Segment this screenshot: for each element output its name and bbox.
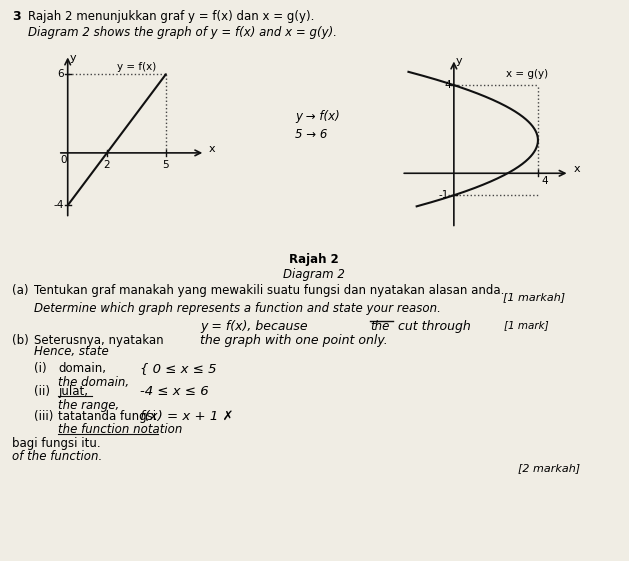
Text: y = f(x): y = f(x) [117,62,156,72]
Text: Tentukan graf manakah yang mewakili suatu fungsi dan nyatakan alasan anda.: Tentukan graf manakah yang mewakili suat… [34,284,504,297]
Text: Rajah 2 menunjukkan graf y = f(x) dan x = g(y).: Rajah 2 menunjukkan graf y = f(x) dan x … [28,10,314,23]
Text: x: x [574,164,581,174]
Text: y = f(x), because: y = f(x), because [200,320,308,333]
Text: 4: 4 [444,80,451,90]
Text: (ii): (ii) [34,385,50,398]
Text: Rajah 2: Rajah 2 [289,253,339,266]
Text: -4: -4 [53,200,64,210]
Text: the function notation: the function notation [58,423,182,436]
Text: x: x [209,144,216,154]
Text: [2 markah]: [2 markah] [518,463,580,473]
Text: Diagram 2: Diagram 2 [283,268,345,281]
Text: (a): (a) [12,284,28,297]
Text: tatatanda fungsi: tatatanda fungsi [58,410,156,422]
Text: [1 mark]: [1 mark] [504,320,548,330]
Text: Seterusnya, nyatakan: Seterusnya, nyatakan [34,334,164,347]
Text: (b): (b) [12,334,29,347]
Text: bagi fungsi itu.: bagi fungsi itu. [12,436,101,449]
Text: 5 → 6: 5 → 6 [295,128,327,141]
Text: Diagram 2 shows the graph of y = f(x) and x = g(y).: Diagram 2 shows the graph of y = f(x) an… [28,26,337,39]
Text: 5: 5 [162,160,169,170]
Text: julat,: julat, [58,385,88,398]
Text: 3: 3 [12,10,21,23]
Text: 4: 4 [541,176,548,186]
Text: f(x) = x + 1 ✗: f(x) = x + 1 ✗ [140,410,233,422]
Text: y → f(x): y → f(x) [295,110,340,123]
Text: the graph with one point only.: the graph with one point only. [200,334,387,347]
Text: Determine which graph represents a function and state your reason.: Determine which graph represents a funct… [34,302,441,315]
Text: [1 markah]: [1 markah] [503,292,565,302]
Text: x = g(y): x = g(y) [506,68,548,79]
Text: Hence, state: Hence, state [34,345,109,358]
Text: y: y [70,53,76,63]
Text: cut through: cut through [398,320,470,333]
Text: of the function.: of the function. [12,450,103,463]
Text: { 0 ≤ x ≤ 5: { 0 ≤ x ≤ 5 [140,362,216,375]
Text: domain,: domain, [58,362,106,375]
Text: 6: 6 [57,69,64,79]
Text: (i): (i) [34,362,47,375]
Text: (iii): (iii) [34,410,53,422]
Text: -4 ≤ x ≤ 6: -4 ≤ x ≤ 6 [140,385,209,398]
Text: the range,: the range, [58,399,120,412]
Text: the: the [370,320,389,333]
Text: the domain,: the domain, [58,376,129,389]
Text: 2: 2 [104,160,110,170]
Text: -1: -1 [438,190,448,200]
Text: 0: 0 [60,155,67,165]
Text: y: y [456,57,462,66]
